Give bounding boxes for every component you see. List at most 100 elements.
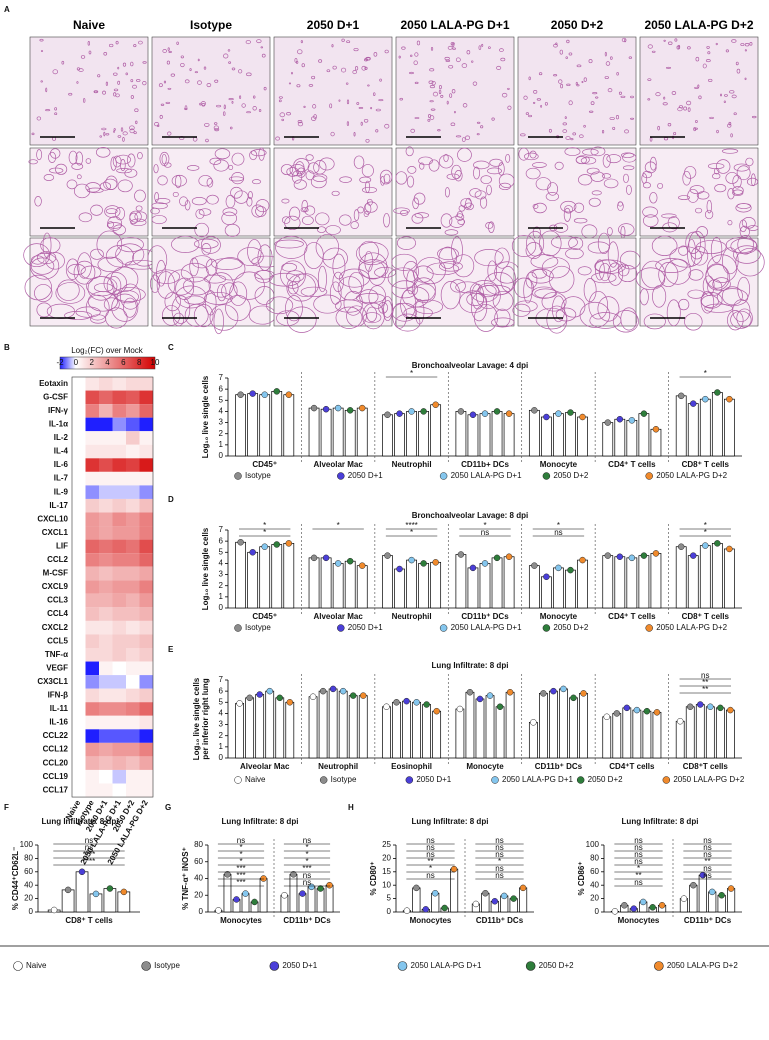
tissue bbox=[494, 247, 510, 269]
y-tick-label: 2 bbox=[219, 731, 224, 740]
tissue bbox=[526, 230, 545, 257]
dot bbox=[493, 408, 501, 415]
dot bbox=[653, 709, 661, 716]
heat-cell bbox=[139, 390, 153, 405]
legend-marker bbox=[654, 961, 664, 971]
dot bbox=[718, 892, 725, 899]
bar bbox=[392, 701, 401, 759]
heat-cell bbox=[85, 675, 99, 689]
tissue bbox=[539, 230, 562, 257]
legend-label: 2050 D+1 bbox=[282, 961, 317, 970]
tissue bbox=[444, 56, 450, 61]
heat-cell bbox=[85, 553, 99, 567]
bar bbox=[569, 697, 578, 759]
tissue bbox=[193, 238, 219, 249]
tissue bbox=[48, 151, 57, 163]
tissue bbox=[541, 257, 570, 279]
y-tick-label: 5 bbox=[219, 697, 224, 706]
heat-cell bbox=[85, 377, 99, 391]
tissue bbox=[568, 236, 584, 251]
tissue bbox=[465, 135, 471, 140]
heat-cell bbox=[85, 566, 99, 581]
row-label: CCL2 bbox=[47, 555, 68, 564]
tissue bbox=[500, 57, 506, 62]
dot bbox=[628, 417, 636, 424]
tissue bbox=[195, 208, 205, 220]
panel-label: C bbox=[168, 343, 174, 352]
bar bbox=[612, 713, 622, 759]
tissue bbox=[29, 252, 60, 280]
tissue bbox=[721, 148, 739, 154]
tissue bbox=[395, 171, 408, 185]
tissue bbox=[476, 121, 481, 124]
dot bbox=[346, 407, 354, 414]
tissue bbox=[339, 214, 352, 226]
heat-cell bbox=[112, 593, 126, 608]
bar bbox=[687, 555, 699, 609]
heat-cell bbox=[99, 715, 113, 730]
tissue bbox=[612, 310, 639, 333]
heat-cell bbox=[112, 769, 126, 784]
tissue bbox=[28, 159, 38, 165]
tissue bbox=[365, 57, 371, 61]
dot bbox=[649, 904, 656, 911]
tissue bbox=[23, 243, 51, 268]
row-label: CCL22 bbox=[43, 731, 69, 740]
tissue bbox=[430, 108, 436, 111]
dot bbox=[616, 553, 624, 560]
bar bbox=[705, 706, 715, 759]
heat-cell bbox=[126, 702, 140, 716]
tissue bbox=[531, 269, 548, 279]
row-label: IL-6 bbox=[54, 460, 69, 469]
heat-cell bbox=[126, 404, 140, 418]
tissue bbox=[750, 173, 756, 187]
tissue bbox=[688, 269, 704, 281]
heat-cell bbox=[139, 729, 153, 743]
legend-label: 2050 D+2 bbox=[553, 623, 588, 632]
bar bbox=[491, 411, 503, 457]
row-label: G-CSF bbox=[43, 392, 68, 401]
tissue bbox=[601, 173, 612, 179]
y-tick-label: 40 bbox=[24, 880, 33, 889]
heat-cell bbox=[139, 404, 153, 418]
tissue bbox=[97, 256, 124, 272]
row-label: CCL3 bbox=[47, 596, 68, 605]
tissue bbox=[597, 232, 611, 255]
significance-label: *** bbox=[236, 878, 245, 887]
tissue bbox=[315, 233, 340, 261]
tissue bbox=[687, 188, 699, 203]
dot bbox=[420, 560, 427, 567]
tissue bbox=[725, 49, 729, 53]
dot bbox=[613, 710, 621, 717]
tissue bbox=[536, 98, 541, 101]
dot bbox=[604, 419, 612, 426]
row-label: Eotaxin bbox=[39, 379, 68, 388]
heat-cell bbox=[126, 580, 140, 594]
y-tick-label: 1 bbox=[219, 592, 224, 601]
tissue bbox=[500, 266, 516, 292]
tissue bbox=[318, 59, 323, 63]
tissue bbox=[197, 58, 200, 62]
tissue bbox=[581, 81, 584, 84]
heat-cell bbox=[99, 783, 113, 798]
tissue bbox=[564, 205, 574, 214]
tissue bbox=[415, 257, 446, 285]
tissue bbox=[387, 267, 419, 289]
heat-cell bbox=[72, 417, 86, 432]
bar bbox=[465, 691, 475, 759]
colorbar-tick-label: 0 bbox=[74, 358, 79, 367]
row-label: CCL17 bbox=[43, 785, 69, 794]
tissue bbox=[548, 265, 575, 293]
tissue bbox=[451, 164, 462, 180]
tissue bbox=[702, 63, 707, 69]
heat-cell bbox=[139, 553, 153, 567]
tissue bbox=[443, 153, 449, 163]
x-tick-label: CD45⁺ bbox=[252, 460, 277, 469]
dot bbox=[236, 700, 243, 707]
significance-label: * bbox=[337, 521, 340, 530]
tissue bbox=[727, 123, 732, 128]
tissue bbox=[430, 46, 434, 51]
dot bbox=[726, 545, 733, 553]
tissue bbox=[735, 203, 752, 213]
bar bbox=[675, 720, 685, 759]
